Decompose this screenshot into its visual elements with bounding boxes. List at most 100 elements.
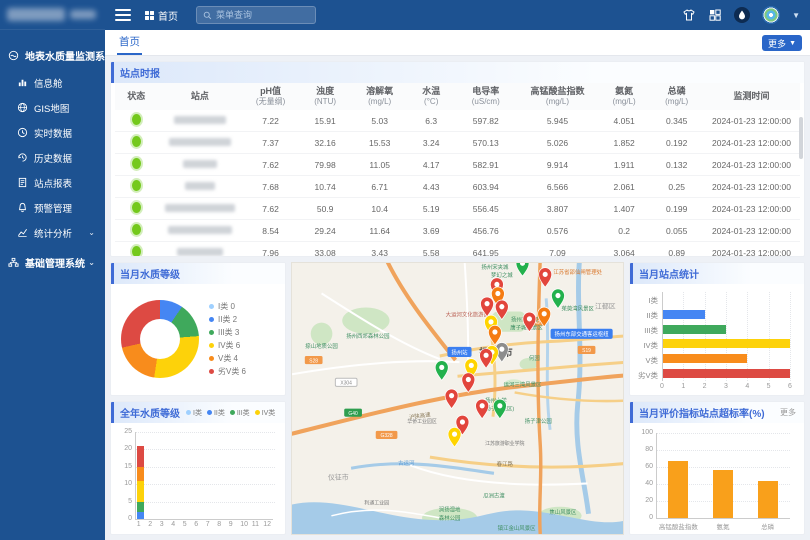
sidebar-item[interactable]: 预警管理 bbox=[0, 195, 105, 220]
road-shield: S28 bbox=[304, 356, 323, 364]
layout-grid-icon[interactable] bbox=[708, 8, 722, 22]
chevron-down-icon[interactable]: ▼ bbox=[792, 10, 800, 20]
map-pin-gray[interactable] bbox=[494, 342, 509, 363]
map-pin-orange[interactable] bbox=[537, 306, 552, 328]
map-label: 仪征市 bbox=[328, 472, 349, 481]
sidebar-item[interactable]: GIS地图 bbox=[0, 95, 105, 120]
sidebar-item-label: 实时数据 bbox=[34, 128, 73, 140]
globe-icon bbox=[17, 102, 28, 113]
map-label: 大运河文化旅游区 bbox=[446, 311, 490, 319]
clock-icon bbox=[17, 127, 28, 138]
table-scrollbar[interactable] bbox=[799, 117, 803, 159]
history-icon bbox=[17, 152, 28, 163]
sidebar-item[interactable]: 信息舱 bbox=[0, 70, 105, 95]
table-row[interactable]: 7.62 50.9 10.4 5.19 556.45 3.807 1.407 0.199 202… bbox=[115, 197, 800, 221]
table-row[interactable]: 8.54 29.24 11.64 3.69 456.76 0.576 0.2 0.055 202… bbox=[115, 219, 800, 243]
table-row[interactable]: 7.96 33.08 3.43 5.58 641.95 7.09 3.064 0.89 2024… bbox=[115, 241, 800, 256]
map-pin-green[interactable] bbox=[493, 398, 507, 420]
svg-text:X304: X304 bbox=[340, 380, 352, 386]
menu-search[interactable] bbox=[196, 6, 316, 24]
map-label: 润扬湿地 bbox=[439, 506, 461, 514]
map-pin-orange[interactable] bbox=[488, 324, 502, 346]
breadcrumb[interactable]: 首页 bbox=[145, 8, 178, 23]
map-pin-red[interactable] bbox=[494, 299, 509, 321]
map-pin-green[interactable] bbox=[515, 263, 530, 277]
station-report-panel: 站点时报 状态 站点 pH值 (无量纲) 浊度 (NTU) 溶解氧 (mg/L) 水温 (°C) 电… bbox=[110, 61, 805, 257]
map-pin-red[interactable] bbox=[444, 388, 459, 410]
home-grid-icon bbox=[145, 10, 154, 20]
panel-title: 当月站点统计 bbox=[639, 270, 699, 281]
station-table-wrap: 状态 站点 pH值 (无量纲) 浊度 (NTU) 溶解氧 (mg/L) 水温 (°C) 电导率 (uS… bbox=[111, 83, 804, 256]
map-label: 何园 bbox=[529, 354, 540, 362]
map-pin-yellow[interactable] bbox=[447, 427, 462, 448]
legend-item[interactable]: V类 4 bbox=[209, 353, 246, 364]
map-label: 沪陕高速 bbox=[409, 410, 432, 421]
sidebar-item[interactable]: 统计分析 ⌄ bbox=[0, 220, 105, 245]
table-row[interactable]: 7.22 15.91 5.03 6.3 597.82 5.945 4.051 0.345 202… bbox=[115, 109, 800, 133]
column-header: 浊度 (NTU) bbox=[298, 83, 352, 110]
table-row[interactable]: 7.62 79.98 11.05 4.17 582.91 9.914 1.911 0.132 2… bbox=[115, 153, 800, 177]
vertical-bar-chart: 0 20 40 60 80 100 高锰酸盐指数 氨氮 总磷 bbox=[634, 427, 798, 532]
avatar[interactable] bbox=[762, 6, 781, 24]
panel-more-link[interactable]: 更多 bbox=[780, 408, 796, 417]
legend-item: I类 bbox=[186, 408, 202, 418]
road-shield: S19 bbox=[577, 345, 596, 354]
map-station-badge: 扬州站 bbox=[447, 346, 472, 358]
map-pin-green[interactable] bbox=[434, 360, 449, 381]
road-shield: G40 bbox=[344, 408, 362, 417]
station-name-redacted bbox=[164, 203, 235, 212]
theme-icon[interactable] bbox=[682, 8, 696, 22]
table-row[interactable]: 7.37 32.16 15.53 3.24 570.13 5.026 1.852 0.192 2… bbox=[115, 131, 800, 155]
stacked-bar-segment bbox=[137, 445, 145, 467]
column-header: 电导率 (uS/cm) bbox=[454, 83, 518, 110]
caret-icon: ⌄ bbox=[88, 257, 95, 267]
legend-item[interactable]: IV类 6 bbox=[209, 340, 246, 351]
table-row[interactable]: 7.68 10.74 6.71 4.43 603.94 6.566 2.061 0.25 202… bbox=[115, 175, 800, 199]
search-icon bbox=[203, 11, 212, 19]
water-drop-icon[interactable] bbox=[734, 7, 751, 23]
map-pin-red[interactable] bbox=[480, 296, 494, 318]
search-input[interactable] bbox=[216, 10, 309, 20]
status-dot bbox=[131, 114, 141, 126]
more-button-label: 更多 bbox=[768, 38, 787, 49]
map-label: 扬子津公园 bbox=[525, 417, 553, 425]
sidebar-group-base-management[interactable]: 基础管理系统 ⌄ bbox=[0, 249, 105, 275]
donut-chart-body: I类 0 II类 2 III类 3 IV类 6 V类 4 劣V类 6 bbox=[111, 284, 285, 395]
exceed-rate-panel: 当月评价指标站点超标率(%) 更多 0 20 40 60 80 100 高锰酸盐指数 氨氮 总磷 bbox=[629, 401, 805, 535]
sidebar-group-water-system[interactable]: 地表水质量监测系统⌃ bbox=[0, 42, 105, 68]
status-dot bbox=[131, 158, 141, 170]
sidebar-item[interactable]: 历史数据 bbox=[0, 145, 105, 170]
map-pin-red[interactable] bbox=[461, 372, 476, 394]
map-pin-green[interactable] bbox=[551, 288, 565, 310]
report-icon bbox=[17, 177, 28, 188]
legend-item: II类 bbox=[206, 408, 225, 418]
sidebar-item[interactable]: 站点报表 bbox=[0, 170, 105, 195]
legend-item[interactable]: I类 0 bbox=[209, 301, 246, 312]
column-header: 高锰酸盐指数 (mg/L) bbox=[517, 83, 598, 110]
more-button[interactable]: 更多 ▼ bbox=[762, 35, 802, 51]
hamburger-menu-icon[interactable] bbox=[115, 9, 131, 21]
right-column: 当月站点统计 0 1 2 3 4 5 6 I类 II类 III类 IV类 V类 劣V类 当月评价指标站点… bbox=[629, 262, 805, 535]
map-label: 梦幻之城 bbox=[491, 271, 513, 279]
svg-text:G328: G328 bbox=[381, 433, 393, 439]
map-label: 华侨工业园区 bbox=[407, 418, 437, 425]
sidebar-item[interactable]: 实时数据 bbox=[0, 120, 105, 145]
map-pin-red[interactable] bbox=[522, 311, 537, 333]
tab-home[interactable]: 首页 bbox=[117, 30, 142, 55]
map-pin-red[interactable] bbox=[479, 348, 493, 369]
status-dot bbox=[131, 180, 141, 192]
map-pin-red[interactable] bbox=[475, 398, 489, 420]
legend-item[interactable]: III类 3 bbox=[209, 327, 246, 338]
legend-item[interactable]: 劣V类 6 bbox=[209, 366, 246, 377]
panel-title: 站点时报 bbox=[120, 69, 160, 80]
column-header: 氨氮 (mg/L) bbox=[597, 83, 651, 110]
map-label: 扬州西郊森林公园 bbox=[346, 332, 390, 340]
logo-redacted-block bbox=[70, 10, 96, 19]
map-pin-red[interactable] bbox=[538, 267, 553, 288]
city-map[interactable]: G40S49S28G328X304S19扬州站扬州东部交通客运枢纽扬州市江都区仪… bbox=[292, 263, 623, 534]
legend-item[interactable]: II类 2 bbox=[209, 314, 246, 325]
column-header: pH值 (无量纲) bbox=[242, 83, 299, 110]
bar bbox=[663, 354, 748, 364]
